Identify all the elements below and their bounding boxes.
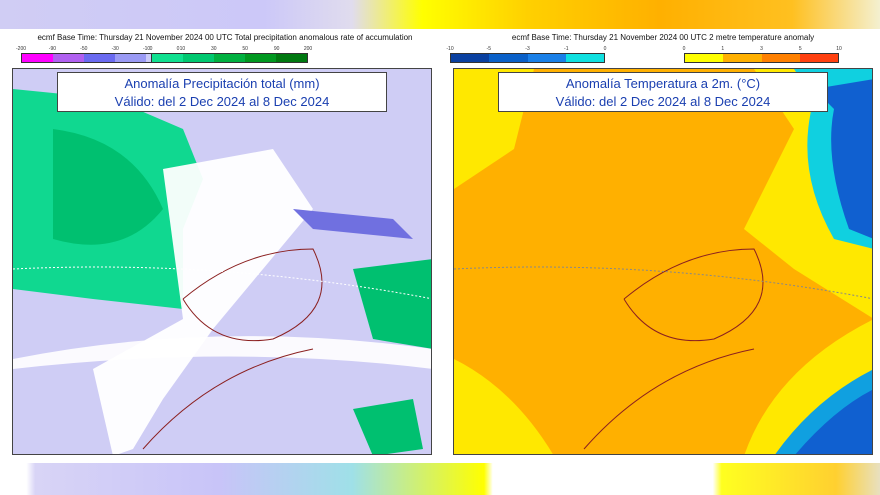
legend-swatch <box>152 54 183 62</box>
legend-tick-label: -50 <box>80 46 88 52</box>
legend-swatch <box>527 54 566 62</box>
legend-tick-label: 1 <box>721 46 725 52</box>
legend-tick-label: 50 <box>242 46 248 52</box>
legend-swatch <box>451 54 490 62</box>
panel-header: ecmf Base Time: Thursday 21 November 202… <box>37 33 413 42</box>
legend-swatch <box>723 54 762 62</box>
legend-swatch <box>276 54 307 62</box>
pos-color-bar <box>151 53 308 63</box>
decorative-band-top <box>0 0 880 29</box>
legend-tick-label: 200 <box>303 46 313 52</box>
temperature-map: Anomalía Temperatura a 2m. (°C) Válido: … <box>453 68 873 455</box>
legend-tick-label: -200 <box>15 46 27 52</box>
legend-tick-label: -30 <box>111 46 119 52</box>
panel-header: ecmf Base Time: Thursday 21 November 202… <box>511 33 815 42</box>
legend-swatch <box>183 54 214 62</box>
legend-tick-label: 0 <box>603 46 607 52</box>
title-line-1: Anomalía Temperatura a 2m. (°C) <box>565 76 761 91</box>
legend-tick-label: 10 <box>179 46 186 52</box>
legend-tick-label: -1 <box>564 46 569 52</box>
legend-tick-label: -10 <box>446 46 454 52</box>
map-title: Anomalía Precipitación total (mm) Válido… <box>57 72 387 112</box>
legend-swatch <box>565 54 604 62</box>
legend-swatch <box>22 54 53 62</box>
legend-swatch <box>84 54 115 62</box>
legend-tick-label: 90 <box>273 46 280 52</box>
legend-swatch <box>685 54 724 62</box>
legend-swatch <box>245 54 276 62</box>
legend-tick-label: -10 <box>142 46 151 52</box>
precipitation-anomaly-panel: ecmf Base Time: Thursday 21 November 202… <box>6 29 444 463</box>
legend-tick-label: -90 <box>48 46 57 52</box>
legend-tick-label: -5 <box>486 46 491 52</box>
legend-tick-label: 0 <box>149 46 153 52</box>
legend-swatch <box>214 54 245 62</box>
legend-swatch <box>761 54 800 62</box>
decorative-band-bottom <box>0 463 880 495</box>
title-line-2: Válido: del 2 Dec 2024 al 8 Dec 2024 <box>555 94 771 109</box>
pos-color-bar <box>684 53 839 63</box>
legend-swatch <box>489 54 528 62</box>
neg-color-bar <box>450 53 605 63</box>
legend-tick-label: 5 <box>798 46 802 52</box>
map-title: Anomalía Temperatura a 2m. (°C) Válido: … <box>498 72 828 112</box>
title-line-1: Anomalía Precipitación total (mm) <box>124 76 320 91</box>
legend-tick-label: 10 <box>836 46 842 52</box>
temperature-map-graphic <box>454 69 872 454</box>
temperature-anomaly-panel: ecmf Base Time: Thursday 21 November 202… <box>444 29 880 463</box>
legend-tick-label: 0 <box>176 46 180 52</box>
title-line-2: Válido: del 2 Dec 2024 al 8 Dec 2024 <box>114 94 330 109</box>
legend-tick-label: 0 <box>682 46 686 52</box>
legend-tick-label: 3 <box>760 46 763 52</box>
precipitation-map-graphic <box>13 89 431 454</box>
legend-swatch <box>799 54 838 62</box>
legend-swatch <box>115 54 146 62</box>
legend-tick-label: -3 <box>525 46 530 52</box>
precipitation-map: Anomalía Precipitación total (mm) Válido… <box>12 68 432 455</box>
legend-swatch <box>53 54 84 62</box>
legend-tick-label: 30 <box>211 46 217 52</box>
